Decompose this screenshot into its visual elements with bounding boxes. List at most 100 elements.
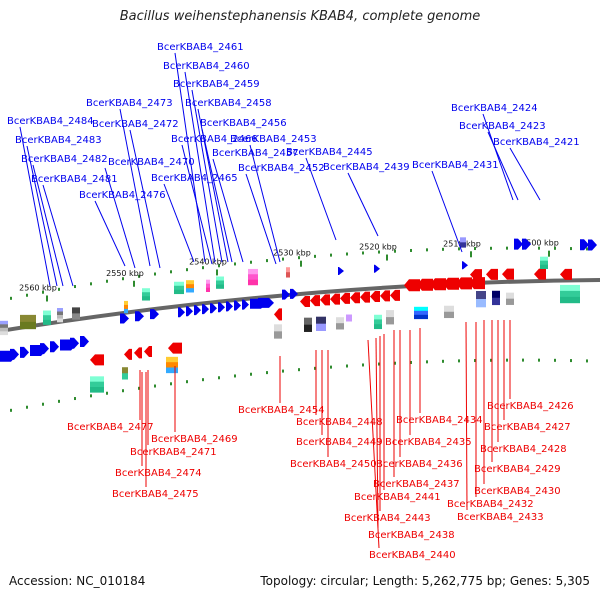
map-title: Bacillus weihenstephanensis KBAB4, compl… [119,9,481,24]
ring-tick [250,372,252,376]
block-band [90,381,104,388]
reverse-gene-label: BcerKBAB4_2428 [480,444,567,455]
forward-leader-line [119,108,151,267]
forward-gene-label: BcerKBAB4_2458 [185,98,272,109]
forward-leader-line [26,145,58,287]
block-band [336,323,344,330]
reverse-gene-arrow [430,278,446,291]
ring-tick [570,359,572,363]
block-band [346,314,352,322]
ring-tick [202,378,204,382]
reverse-gene-arrow [320,294,330,306]
forward-leader-line [181,144,213,265]
block-band [122,373,128,380]
block-band [124,300,128,306]
ring-tick [474,247,476,251]
genome-backbone [0,278,600,334]
ring-tick [410,248,412,252]
forward-gene-arrow [186,306,193,317]
kbp-tick-label: 2550 kbp [106,269,144,278]
reverse-gene-arrow [300,296,310,307]
ring-tick [426,360,428,364]
forward-gene-label: BcerKBAB4_2424 [451,103,538,114]
ring-tick [234,374,236,378]
block-band [274,331,282,339]
forward-gene-arrow [150,309,159,320]
forward-gene-label: BcerKBAB4_2470 [108,157,195,168]
ring-tick [106,279,108,283]
block-band [206,283,210,288]
block-band [124,304,128,310]
forward-leader-line [94,200,126,267]
reverse-gene-label: BcerKBAB4_2477 [67,422,154,433]
feature-block [186,280,194,293]
forward-gene-arrow [40,343,49,355]
reverse-gene-arrow [380,290,390,302]
ring-tick [458,359,460,363]
forward-leader-line [245,173,277,265]
reverse-gene-arrow [417,278,433,291]
block-band [286,272,290,278]
feature-block [476,290,486,308]
feature-block [72,307,80,320]
reverse-gene-arrow [310,295,320,307]
ring-tick [170,270,172,274]
forward-gene-arrow [462,261,468,270]
reverse-gene-label: BcerKBAB4_2450 [290,459,377,470]
ring-tick [586,359,588,363]
ring-tick [234,262,236,266]
block-band [0,331,8,336]
block-band [72,307,80,314]
reverse-gene-arrow [502,268,514,280]
ring-tick [282,257,284,261]
ring-tick [538,246,540,250]
forward-gene-arrow [226,301,233,312]
reverse-gene-arrow [404,279,420,292]
ring-tick [330,253,332,257]
block-band [20,321,36,330]
block-band [414,310,428,316]
feature-block [316,316,326,331]
reverse-gene-arrow [470,269,482,281]
forward-gene-label: BcerKBAB4_2461 [157,42,244,53]
forward-gene-arrow [338,267,344,276]
block-band [0,327,8,332]
topology-text: Topology: circular; Length: 5,262,775 bp… [260,574,590,588]
reverse-gene-arrow [168,342,182,354]
kbp-tick-mark [46,295,48,302]
ring-tick [490,358,492,362]
forward-gene-arrow [210,303,217,314]
reverse-gene-label: BcerKBAB4_2440 [369,550,456,561]
ring-tick [490,246,492,250]
block-band [444,311,454,319]
forward-gene-label: BcerKBAB4_2466 [171,134,258,145]
block-band [216,276,224,281]
ring-tick [506,358,508,362]
ring-tick [10,296,12,300]
forward-gene-arrow [258,297,274,308]
ring-tick [554,358,556,362]
feature-block [492,290,500,306]
ring-tick [346,252,348,256]
reverse-gene-label: BcerKBAB4_2475 [112,489,199,500]
block-band [248,279,258,286]
block-band [560,284,580,292]
block-band [57,308,63,312]
ring-tick [330,365,332,369]
feature-block [142,288,150,301]
reverse-gene-label: BcerKBAB4_2436 [376,459,463,470]
block-band [206,279,210,284]
forward-leader-line [347,172,379,237]
reverse-gene-label: BcerKBAB4_2474 [115,468,202,479]
forward-gene-label: BcerKBAB4_2431 [412,160,499,171]
forward-leader-line [305,157,337,241]
ring-tick [122,277,124,281]
block-band [142,296,150,301]
block-band [174,289,184,295]
block-band [124,308,128,314]
ring-tick [474,359,476,363]
forward-gene-arrow [514,238,523,250]
forward-gene-arrow [522,238,531,250]
block-band [166,356,178,363]
block-band [122,367,128,374]
